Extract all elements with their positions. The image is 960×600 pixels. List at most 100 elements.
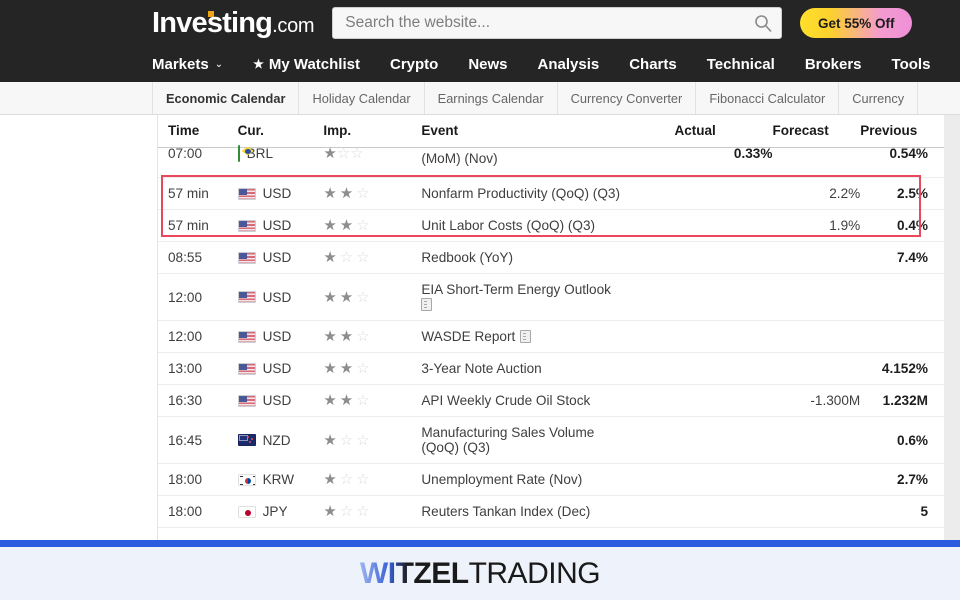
column-header-actual[interactable]: Actual	[674, 115, 773, 148]
cell-event[interactable]: Reuters Tankan Index (Dec)	[421, 495, 675, 528]
table-row[interactable]: 08:55 USD ★ ☆ ☆ Redbook (YoY) 7.4%	[158, 241, 944, 274]
nav-item-charts[interactable]: Charts	[629, 55, 677, 73]
nav-item-analysis[interactable]: Analysis	[537, 55, 600, 73]
cell-event[interactable]: API Weekly Crude Oil Stock	[421, 384, 675, 417]
cell-time: 18:00	[158, 495, 238, 528]
cell-event[interactable]: WASDE Report	[421, 320, 675, 353]
cell-previous: 4.152%	[860, 352, 944, 385]
currency-code: USD	[262, 218, 292, 233]
subnav-item-currency[interactable]: Currency	[839, 82, 919, 114]
cell-actual	[674, 177, 773, 210]
cell-event[interactable]: (MoM) (Nov)	[421, 147, 675, 178]
table-row[interactable]: 57 min USD ★ ★ ☆ Nonfarm Productivity (QoQ) (…	[158, 177, 944, 210]
cell-importance: ★ ★ ☆	[323, 273, 422, 321]
star-empty-icon: ☆	[339, 503, 354, 520]
column-header-time[interactable]: Time	[158, 115, 238, 148]
cell-time: 18:00	[158, 463, 238, 496]
column-header-currency[interactable]: Cur.	[237, 115, 324, 148]
main-navigation: Markets ⌄ ★ My Watchlist Crypto News Ana…	[0, 46, 960, 82]
cell-previous-value: 2.7%	[897, 472, 928, 487]
cell-actual	[674, 495, 773, 528]
flag-icon-usd	[237, 251, 256, 264]
table-row[interactable]: 18:00 JPY ★ ☆ ☆ Reuters Tankan Index (Dec) 5	[158, 495, 944, 528]
cell-forecast: -1.300M	[772, 384, 861, 417]
cell-event[interactable]: EIA Short-Term Energy Outlook	[421, 273, 675, 321]
cell-previous	[860, 273, 944, 321]
table-row[interactable]: 18:00 KRW ★ ☆ ☆ Unemployment Rate (Nov) 2.7%	[158, 463, 944, 496]
cell-previous-value: 0.4%	[897, 218, 928, 233]
promo-button[interactable]: Get 55% Off	[800, 8, 913, 38]
star-empty-icon: ☆	[350, 144, 364, 162]
subnav-item-earnings-calendar[interactable]: Earnings Calendar	[425, 82, 558, 114]
star-empty-icon: ☆	[356, 217, 370, 234]
economic-calendar-table: Time Cur. Imp. Event Actual Forecast Pre…	[158, 115, 944, 528]
table-row[interactable]: 13:00 USD ★ ★ ☆ 3-Year Note Auction 4.152%	[158, 352, 944, 385]
cell-event[interactable]: Manufacturing Sales Volume (QoQ) (Q3)	[421, 416, 675, 464]
cell-importance: ★ ★ ☆	[323, 177, 422, 210]
footer: WITZEL TRADING	[0, 547, 960, 600]
subnav-item-economic-calendar[interactable]: Economic Calendar	[152, 82, 300, 114]
star-filled-icon: ★	[323, 288, 337, 306]
star-filled-icon: ★	[323, 392, 337, 409]
cell-importance: ★☆☆	[323, 416, 422, 464]
search-icon[interactable]	[753, 13, 773, 33]
site-header: Investing.com Search the website... Get …	[0, 0, 960, 46]
nav-item-tools[interactable]: Tools	[891, 55, 931, 73]
document-icon[interactable]	[520, 330, 532, 343]
cell-actual	[674, 209, 773, 242]
cell-currency: USD	[237, 320, 324, 353]
cell-currency: USD	[237, 273, 324, 321]
table-row[interactable]: 07:00 BRL ★☆☆ (MoM) (Nov) 0.33% 0.54%	[158, 144, 944, 178]
nav-item-brokers[interactable]: Brokers	[804, 55, 862, 73]
cell-event[interactable]: Unemployment Rate (Nov)	[421, 463, 675, 496]
nav-item-my-watchlist[interactable]: ★ My Watchlist	[253, 56, 360, 73]
currency-code: USD	[262, 289, 292, 305]
economic-calendar-table-container: Time Cur. Imp. Event Actual Forecast Pre…	[158, 115, 944, 540]
cell-importance: ★☆☆	[323, 495, 422, 528]
chevron-down-icon: ⌄	[214, 58, 224, 70]
cell-event[interactable]: Nonfarm Productivity (QoQ) (Q3)	[421, 177, 675, 210]
flag-icon-krw	[237, 473, 256, 486]
subnav-item-currency-converter[interactable]: Currency Converter	[558, 82, 697, 114]
star-filled-icon: ★	[323, 185, 337, 202]
cell-importance: ★ ★ ☆	[323, 384, 422, 417]
cell-actual	[674, 273, 773, 321]
cell-time: 16:30	[158, 384, 238, 417]
table-row[interactable]: 16:30 USD ★ ★ ☆ API Weekly Crude Oil Stock -1.…	[158, 384, 944, 417]
cell-previous: 0.54%	[860, 146, 944, 178]
star-filled-icon: ★	[323, 144, 337, 162]
cell-previous-value: 1.232M	[882, 393, 928, 408]
column-header-importance[interactable]: Imp.	[323, 115, 422, 148]
subnav-item-holiday-calendar[interactable]: Holiday Calendar	[299, 82, 425, 114]
subnav-item-fibonacci-calculator[interactable]: Fibonacci Calculator	[696, 82, 840, 114]
table-row[interactable]: 16:45 NZD ★ ☆ ☆ Manufacturing Sales Volume (Qo…	[158, 416, 944, 464]
nav-item-technical[interactable]: Technical	[706, 55, 775, 73]
cell-forecast: 1.9%	[772, 209, 861, 242]
document-icon[interactable]	[421, 298, 433, 311]
investing-logo[interactable]: Investing.com	[152, 8, 315, 38]
cell-event[interactable]: 3-Year Note Auction	[421, 352, 675, 385]
table-body: 07:00 BRL ★☆☆ (MoM) (Nov) 0.33% 0.54% 57 min US…	[158, 144, 944, 528]
event-name: WASDE Report	[421, 329, 516, 344]
star-empty-icon: ☆	[356, 431, 370, 449]
search-input[interactable]: Search the website...	[332, 7, 783, 39]
column-header-previous[interactable]: Previous	[860, 115, 944, 148]
cell-currency: JPY	[237, 495, 324, 528]
table-row[interactable]: 12:00 USD ★ ★ ☆ WASDE Report	[158, 320, 944, 353]
nav-item-news[interactable]: News	[468, 55, 508, 73]
nav-item-markets[interactable]: Markets ⌄	[152, 56, 223, 73]
table-row[interactable]: 12:00 USD ★ ★ ☆ EIA Short-Term Energy Outlook	[158, 273, 944, 321]
cell-time: 12:00	[158, 273, 238, 321]
cell-time: 16:45	[158, 416, 238, 464]
cell-previous: 2.7%	[860, 463, 944, 496]
table-header-row: Time Cur. Imp. Event Actual Forecast Pre…	[158, 115, 944, 148]
star-filled-icon: ★	[323, 249, 337, 266]
column-header-event[interactable]: Event	[421, 115, 675, 148]
column-header-forecast[interactable]: Forecast	[772, 115, 861, 148]
cell-event[interactable]: Unit Labor Costs (QoQ) (Q3)	[421, 209, 675, 242]
cell-event[interactable]: Redbook (YoY)	[421, 241, 675, 274]
table-row[interactable]: 57 min USD ★ ★ ☆ Unit Labor Costs (QoQ) (Q3) 1…	[158, 209, 944, 242]
cell-time: 57 min	[158, 209, 238, 242]
nav-item-crypto[interactable]: Crypto	[389, 55, 439, 73]
star-filled-icon: ★	[339, 392, 354, 409]
